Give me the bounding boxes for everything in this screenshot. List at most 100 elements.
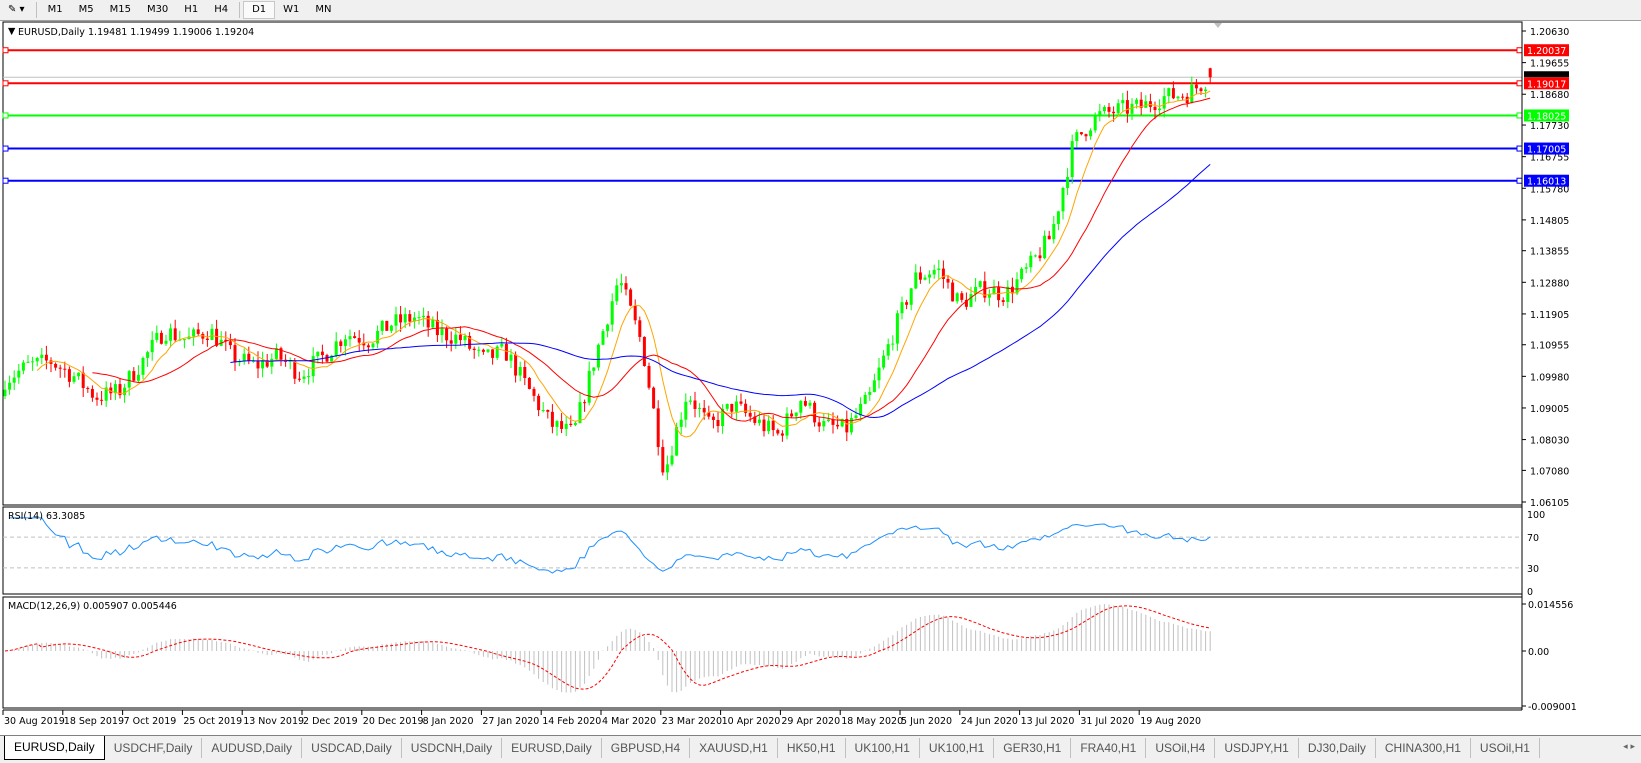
candle-body — [592, 367, 596, 371]
candle-body — [228, 341, 232, 346]
candle-body — [376, 330, 380, 344]
candle-body — [734, 401, 738, 412]
candle-body — [665, 464, 669, 473]
chart-tab[interactable]: DJ30,Daily — [1299, 738, 1376, 758]
candle-body — [54, 363, 58, 368]
main-chart-panel — [2, 21, 1523, 506]
candle-body — [656, 408, 660, 448]
candle-body — [826, 419, 830, 422]
candle-body — [877, 367, 881, 381]
chart-tab[interactable]: USOil,H1 — [1471, 738, 1540, 758]
candle-body — [353, 336, 357, 338]
candle-body — [886, 344, 890, 356]
level-line-handle-left — [2, 80, 9, 87]
candle-body — [808, 402, 812, 406]
candle-body — [684, 401, 688, 420]
candle-body — [1162, 96, 1166, 109]
candle-body — [606, 324, 610, 332]
candle-body — [762, 419, 766, 432]
candle-body — [1121, 100, 1125, 104]
candle-body — [495, 346, 499, 358]
candle-body — [339, 341, 343, 346]
candle-body — [905, 302, 909, 305]
candle-body — [661, 447, 665, 473]
chart-tab[interactable]: XAUUSD,H1 — [690, 738, 778, 758]
chart-canvas[interactable]: ▼ EURUSD,Daily 1.19481 1.19499 1.19006 1.1… — [0, 20, 1641, 735]
tab-scroll-arrows[interactable]: ◂ ▸ — [1623, 742, 1635, 752]
candle-body — [1043, 235, 1047, 259]
chart-tab[interactable]: EURUSD,Daily — [502, 738, 602, 758]
candle-body — [698, 407, 702, 409]
chart-tab[interactable]: GBPUSD,H4 — [602, 738, 691, 758]
chart-tab[interactable]: UK100,H1 — [846, 738, 920, 758]
candle-body — [817, 422, 821, 427]
chart-tab[interactable]: FRA40,H1 — [1071, 738, 1147, 758]
candle-body — [836, 424, 840, 427]
timeframe-h4-button[interactable]: H4 — [214, 4, 229, 15]
candle-body — [449, 340, 453, 344]
candle-body — [863, 394, 867, 404]
level-price-badge — [1524, 109, 1569, 122]
chart-tab[interactable]: USDCAD,Daily — [302, 738, 402, 758]
candle-body — [992, 287, 996, 295]
candle-body — [1116, 103, 1120, 114]
timeframe-d1-button[interactable]: D1 — [243, 1, 276, 19]
candle-body — [514, 354, 518, 376]
candle-body — [435, 319, 439, 336]
candle-body — [909, 288, 913, 305]
ma-fast-line — [36, 90, 1211, 438]
date-label: 18 May 2020 — [841, 716, 903, 727]
level-price-badge — [1524, 142, 1569, 155]
chart-tab[interactable]: HK50,H1 — [778, 738, 846, 758]
chart-tab[interactable]: AUDUSD,Daily — [202, 738, 303, 758]
candle-body — [859, 403, 863, 416]
candle-body — [173, 328, 177, 341]
candle-body — [578, 402, 582, 423]
candle-body — [288, 360, 292, 362]
candle-body — [744, 403, 748, 413]
candle-body — [1084, 134, 1088, 137]
timeframe-mn-button[interactable]: MN — [315, 4, 332, 15]
candle-body — [1020, 268, 1024, 280]
chart-tab[interactable]: USOil,H4 — [1146, 738, 1216, 758]
draw-tools-dropdown[interactable]: ✎ ▾ — [8, 4, 25, 15]
candle-body — [822, 421, 826, 427]
chart-tab[interactable]: GER30,H1 — [994, 738, 1072, 758]
level-price-badge — [1524, 77, 1569, 90]
candle-body — [21, 362, 25, 371]
level-line-handle-left — [2, 47, 9, 54]
timeframe-m5-button[interactable]: M5 — [78, 4, 94, 15]
candle-body — [1047, 235, 1051, 240]
candle-body — [541, 409, 545, 411]
timeframe-m15-button[interactable]: M15 — [109, 4, 131, 15]
timeframe-m30-button[interactable]: M30 — [146, 4, 169, 15]
chart-tab[interactable]: USDCHF,Daily — [105, 738, 203, 758]
timeframe-m1-button[interactable]: M1 — [47, 4, 63, 15]
level-price-badge — [1524, 44, 1569, 57]
chart-tab[interactable]: CHINA300,H1 — [1376, 738, 1471, 758]
chart-tab[interactable]: EURUSD,Daily — [4, 736, 105, 760]
candle-body — [854, 415, 858, 419]
candle-body — [868, 391, 872, 395]
candle-body — [555, 421, 559, 427]
date-label: 4 Mar 2020 — [602, 716, 656, 727]
price-tick-label: 1.14805 — [1530, 216, 1569, 227]
candle-body — [440, 328, 444, 336]
price-tick-label: 1.08030 — [1530, 436, 1569, 447]
date-label: 2 Dec 2019 — [303, 716, 358, 727]
timeframe-w1-button[interactable]: W1 — [283, 4, 300, 15]
candle-body — [1038, 255, 1042, 259]
candle-body — [693, 400, 697, 409]
candle-body — [518, 367, 522, 376]
chart-tab[interactable]: USDCNH,Daily — [402, 738, 503, 758]
chart-tab[interactable]: USDJPY,H1 — [1215, 738, 1299, 758]
timeframe-h1-button[interactable]: H1 — [184, 4, 199, 15]
candle-body — [472, 348, 476, 351]
date-label: 5 Jun 2020 — [901, 716, 952, 727]
candle-body — [159, 332, 163, 344]
candle-body — [26, 361, 30, 363]
chart-tab[interactable]: UK100,H1 — [920, 738, 995, 758]
candle-body — [895, 313, 899, 344]
candle-body — [1190, 84, 1194, 104]
candle-body — [491, 349, 495, 358]
